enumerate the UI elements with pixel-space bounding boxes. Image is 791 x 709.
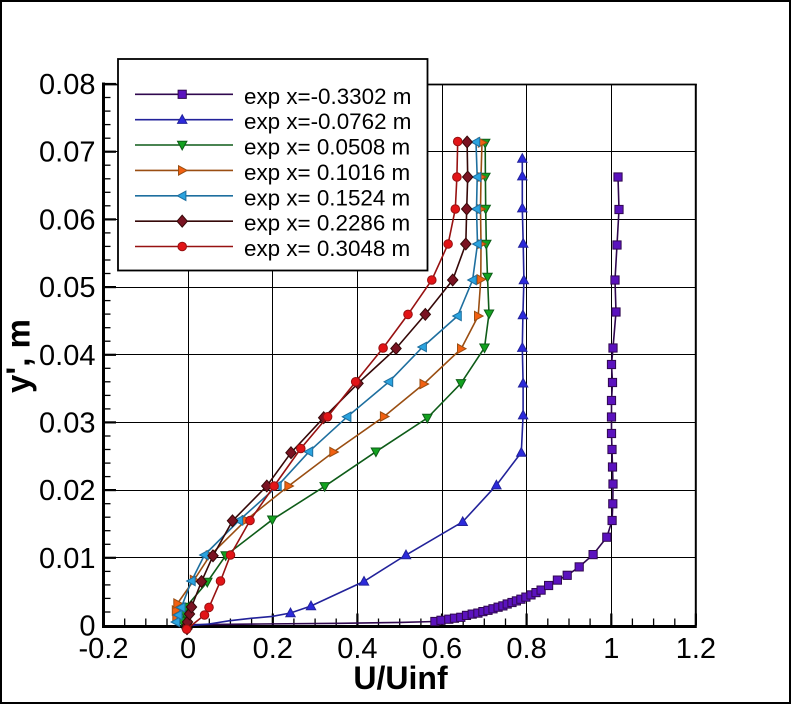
- svg-text:0.07: 0.07: [39, 137, 95, 169]
- svg-text:0.8: 0.8: [506, 633, 546, 665]
- svg-text:exp x= 0.2286 m: exp x= 0.2286 m: [244, 211, 410, 236]
- svg-text:0.01: 0.01: [39, 543, 95, 575]
- svg-text:-0.2: -0.2: [79, 633, 129, 665]
- svg-text:1: 1: [603, 633, 619, 665]
- svg-text:y', m: y', m: [0, 319, 37, 393]
- svg-text:exp x= 0.3048 m: exp x= 0.3048 m: [244, 236, 410, 261]
- svg-text:0.6: 0.6: [422, 633, 462, 665]
- svg-text:exp x=-0.0762 m: exp x=-0.0762 m: [244, 109, 411, 134]
- svg-text:exp x= 0.1524 m: exp x= 0.1524 m: [244, 185, 410, 210]
- svg-text:0.06: 0.06: [39, 204, 95, 236]
- svg-text:0.03: 0.03: [39, 407, 95, 439]
- svg-text:0.04: 0.04: [39, 340, 95, 372]
- svg-text:exp x= 0.0508 m: exp x= 0.0508 m: [244, 135, 410, 160]
- svg-text:0.2: 0.2: [253, 633, 293, 665]
- svg-text:0: 0: [79, 611, 95, 643]
- svg-text:1.2: 1.2: [676, 633, 716, 665]
- svg-text:0: 0: [180, 633, 196, 665]
- svg-text:0.05: 0.05: [39, 272, 95, 304]
- svg-text:U/Uinf: U/Uinf: [353, 660, 448, 696]
- svg-text:0.08: 0.08: [39, 69, 95, 101]
- svg-text:exp x=-0.3302 m: exp x=-0.3302 m: [244, 84, 411, 109]
- svg-text:exp x= 0.1016 m: exp x= 0.1016 m: [244, 160, 410, 185]
- svg-text:0.4: 0.4: [337, 633, 377, 665]
- svg-text:0.02: 0.02: [39, 475, 95, 507]
